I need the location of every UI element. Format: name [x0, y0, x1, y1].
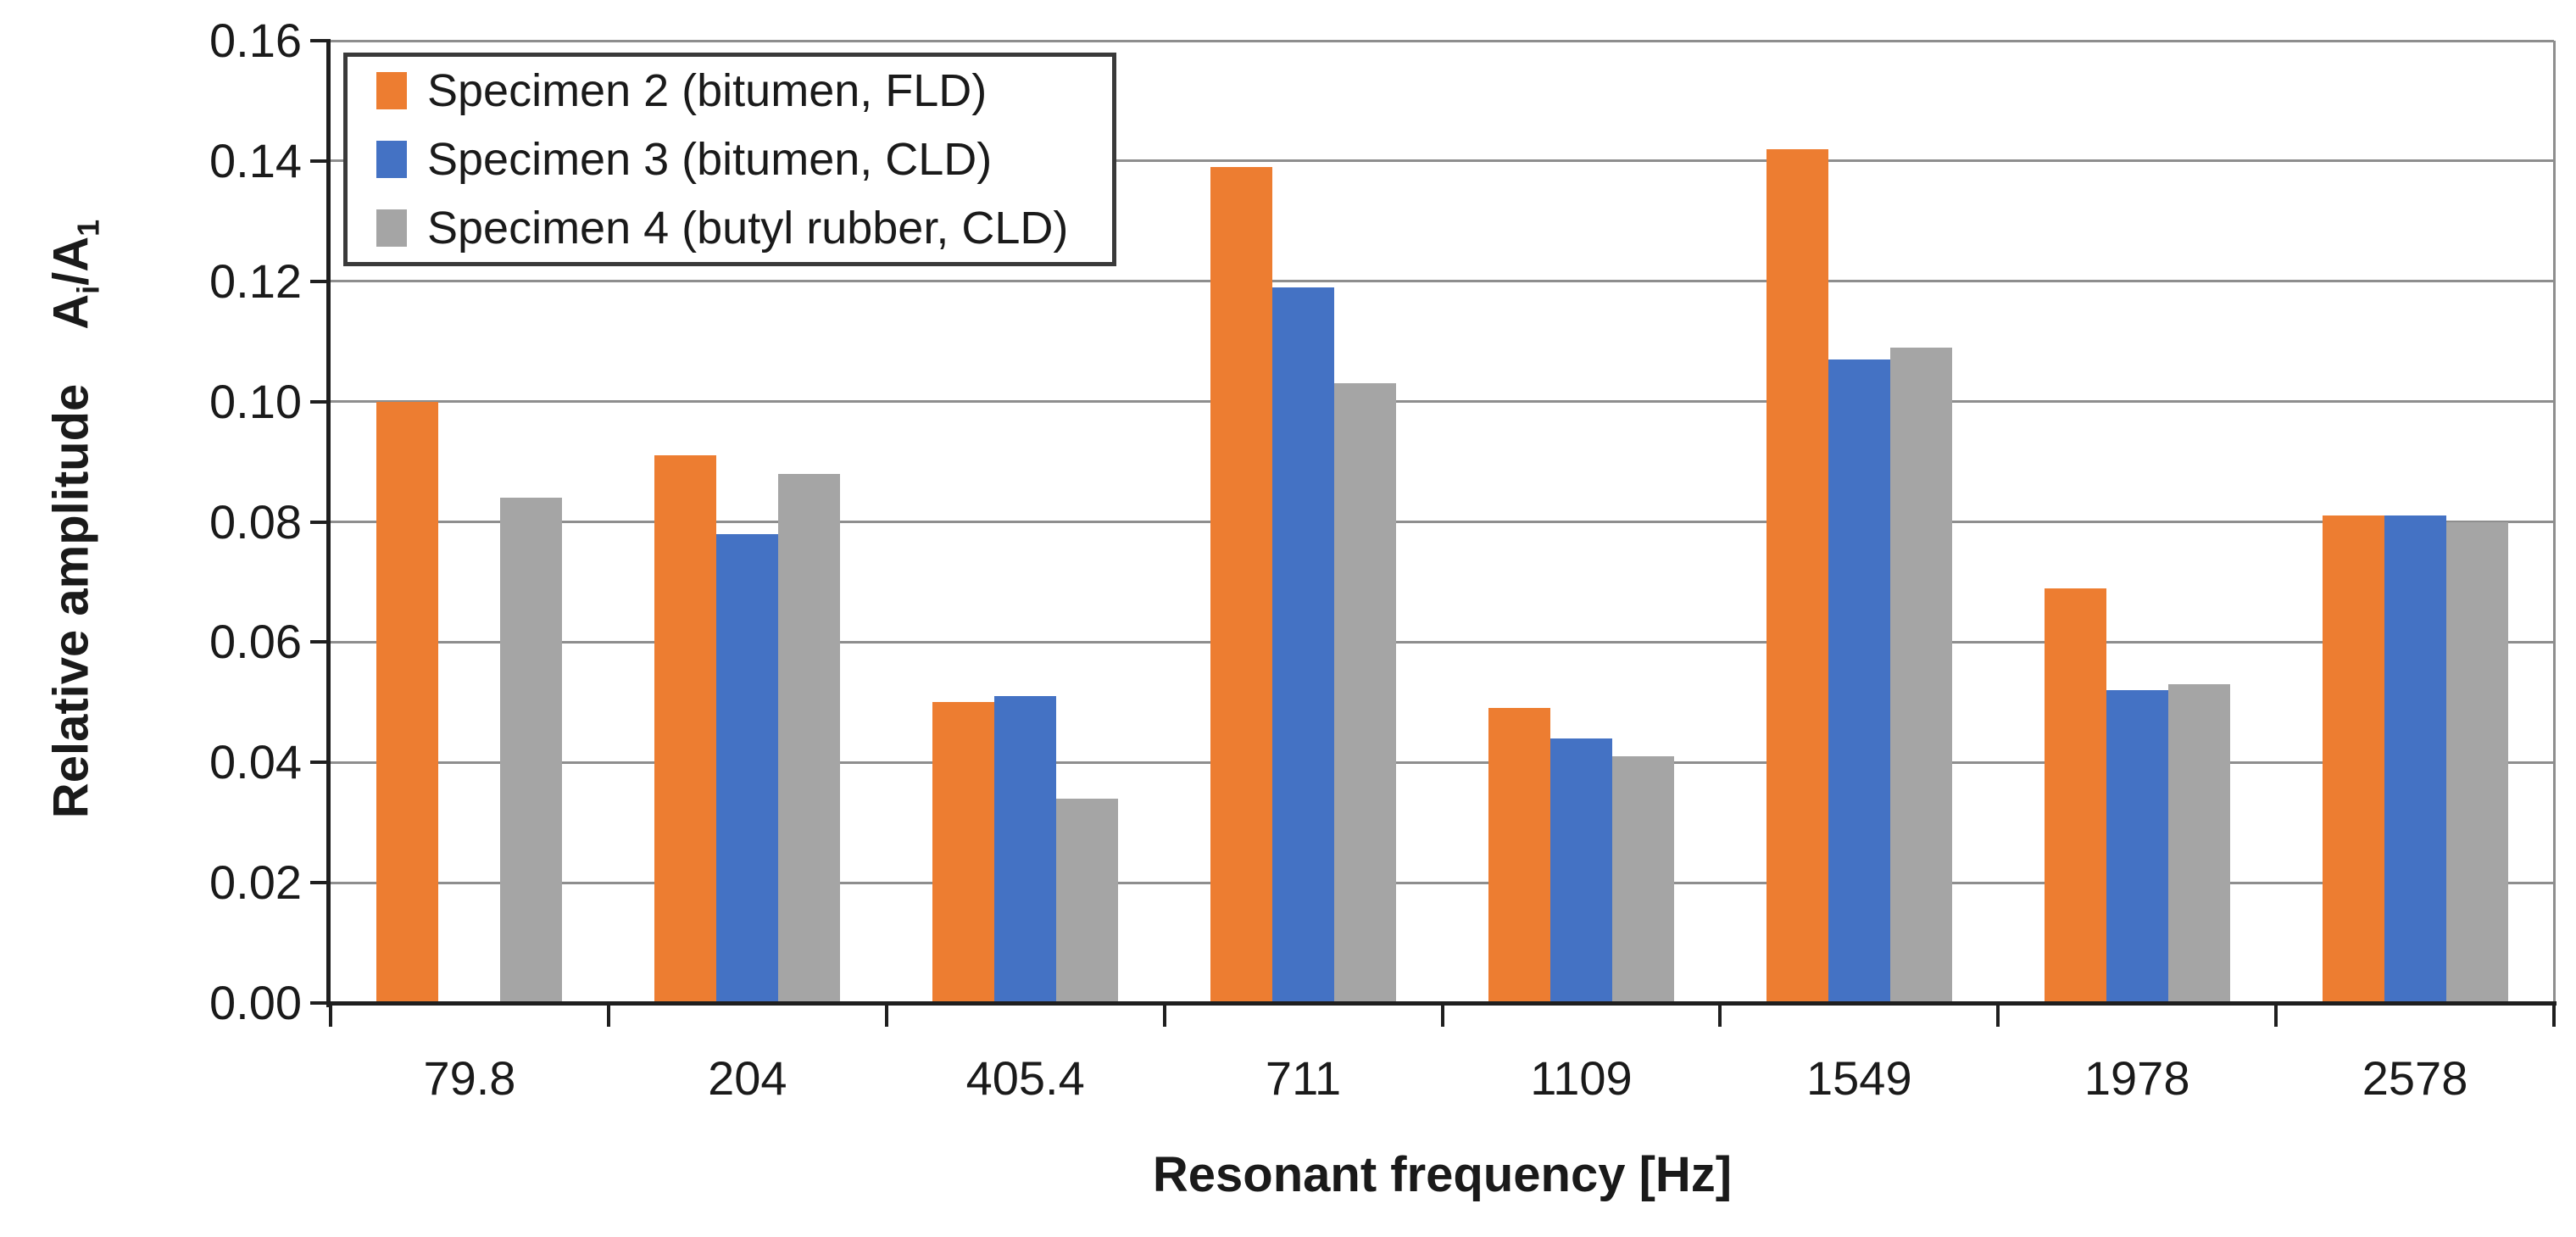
- x-tick-8: [2552, 1003, 2556, 1027]
- bar-series-2-cat-1549: [1828, 359, 1890, 1003]
- y-tick-0.04: [310, 761, 331, 765]
- y-tick-0.02: [310, 881, 331, 885]
- y-tick-label-0.08: 0.08: [209, 494, 302, 549]
- legend-swatch-specimen-4: [376, 209, 407, 247]
- bar-series-1-cat-711: [1210, 166, 1273, 1003]
- x-axis-title: Resonant frequency [Hz]: [1152, 1147, 1733, 1202]
- bar-series-2-cat-1109: [1549, 738, 1612, 1003]
- bar-series-3-cat-405.4: [1056, 798, 1119, 1003]
- y-tick-label-0.06: 0.06: [209, 615, 302, 669]
- y-axis-title: Relative amplitude Ai/A1: [43, 220, 107, 818]
- x-tick-2: [884, 1003, 888, 1027]
- gridline-0.04: [331, 761, 2554, 764]
- x-axis-line: [326, 1001, 2557, 1006]
- y-axis-title-subscript-i: i: [70, 285, 106, 294]
- gridline-0.14: [331, 159, 2554, 163]
- x-tick-label-405.4: 405.4: [965, 1051, 1085, 1105]
- bar-series-3-cat-1549: [1889, 347, 1952, 1003]
- x-tick-6: [1996, 1003, 2000, 1027]
- y-tick-label-0.00: 0.00: [209, 976, 302, 1029]
- legend-swatch-specimen-3: [376, 140, 407, 178]
- legend-label-specimen-2: Specimen 2 (bitumen, FLD): [427, 65, 988, 117]
- y-tick-0.06: [310, 640, 331, 644]
- bar-series-1-cat-1109: [1488, 708, 1550, 1003]
- x-tick-5: [1718, 1003, 1722, 1027]
- x-tick-label-204: 204: [708, 1051, 787, 1105]
- gridline-0.08: [331, 521, 2554, 523]
- y-axis-line: [326, 41, 331, 1007]
- bar-series-1-cat-79.8: [376, 401, 439, 1003]
- y-tick-0.10: [310, 399, 331, 404]
- x-tick-4: [1440, 1003, 1444, 1027]
- x-tick-1: [606, 1003, 610, 1027]
- bar-series-1-cat-2578: [2322, 515, 2384, 1003]
- x-tick-7: [2274, 1003, 2278, 1027]
- gridline-0.06: [331, 640, 2554, 644]
- gridline-0.10: [331, 400, 2554, 404]
- x-tick-3: [1162, 1003, 1166, 1027]
- y-tick-0.16: [310, 39, 331, 42]
- legend-label-specimen-3: Specimen 3 (bitumen, CLD): [427, 133, 993, 185]
- y-tick-0.00: [310, 1001, 331, 1005]
- y-tick-0.14: [310, 159, 331, 163]
- bar-series-3-cat-2578: [2445, 521, 2508, 1003]
- x-tick-label-711: 711: [1265, 1051, 1342, 1105]
- bar-series-1-cat-1549: [1766, 148, 1828, 1003]
- bar-series-2-cat-204: [716, 533, 779, 1003]
- bar-series-3-cat-711: [1334, 383, 1397, 1003]
- legend: Specimen 2 (bitumen, FLD) Specimen 3 (bi…: [343, 53, 1116, 266]
- y-tick-0.08: [310, 520, 331, 524]
- y-tick-label-0.10: 0.10: [209, 374, 302, 428]
- y-tick-label-0.02: 0.02: [209, 855, 302, 910]
- x-tick-label-79.8: 79.8: [423, 1051, 516, 1105]
- y-tick-label-0.12: 0.12: [209, 254, 302, 308]
- bar-series-1-cat-1978: [2044, 588, 2106, 1003]
- x-tick-label-1978: 1978: [2084, 1051, 2190, 1105]
- y-tick-0.12: [310, 279, 331, 283]
- y-tick-label-0.04: 0.04: [209, 735, 302, 789]
- x-tick-label-1109: 1109: [1530, 1051, 1633, 1105]
- bar-series-3-cat-79.8: [500, 498, 563, 1003]
- bar-series-1-cat-204: [654, 455, 717, 1003]
- plot-right-border: [2552, 41, 2556, 1003]
- y-axis-title-subscript-1: 1: [70, 219, 106, 237]
- x-tick-0: [329, 1003, 332, 1027]
- x-tick-label-1549: 1549: [1806, 1051, 1912, 1105]
- y-tick-label-0.16: 0.16: [209, 14, 302, 67]
- y-axis-title-symbol-2: /A: [43, 236, 99, 286]
- gridline-0.02: [331, 881, 2554, 884]
- bar-series-2-cat-1978: [2106, 690, 2168, 1003]
- y-axis-title-symbol: A: [43, 293, 99, 330]
- legend-item-specimen-3: Specimen 3 (bitumen, CLD): [376, 135, 1112, 184]
- gridline-0.12: [331, 280, 2554, 283]
- legend-item-specimen-2: Specimen 2 (bitumen, FLD): [376, 66, 1112, 115]
- bar-series-1-cat-405.4: [932, 702, 995, 1003]
- bar-series-2-cat-405.4: [994, 696, 1057, 1003]
- bar-series-3-cat-1109: [1611, 756, 1674, 1003]
- x-tick-label-2578: 2578: [2362, 1051, 2468, 1105]
- bar-series-2-cat-2578: [2384, 515, 2446, 1003]
- gridline-0.16: [331, 39, 2554, 42]
- legend-label-specimen-4: Specimen 4 (butyl rubber, CLD): [427, 202, 1069, 254]
- legend-swatch-specimen-2: [376, 72, 407, 110]
- bar-series-3-cat-1978: [2167, 684, 2230, 1003]
- bar-series-3-cat-204: [778, 473, 841, 1003]
- y-tick-label-0.14: 0.14: [209, 133, 302, 187]
- bar-series-2-cat-711: [1272, 287, 1335, 1003]
- y-axis-title-text: Relative amplitude: [43, 383, 99, 819]
- legend-item-specimen-4: Specimen 4 (butyl rubber, CLD): [376, 203, 1112, 253]
